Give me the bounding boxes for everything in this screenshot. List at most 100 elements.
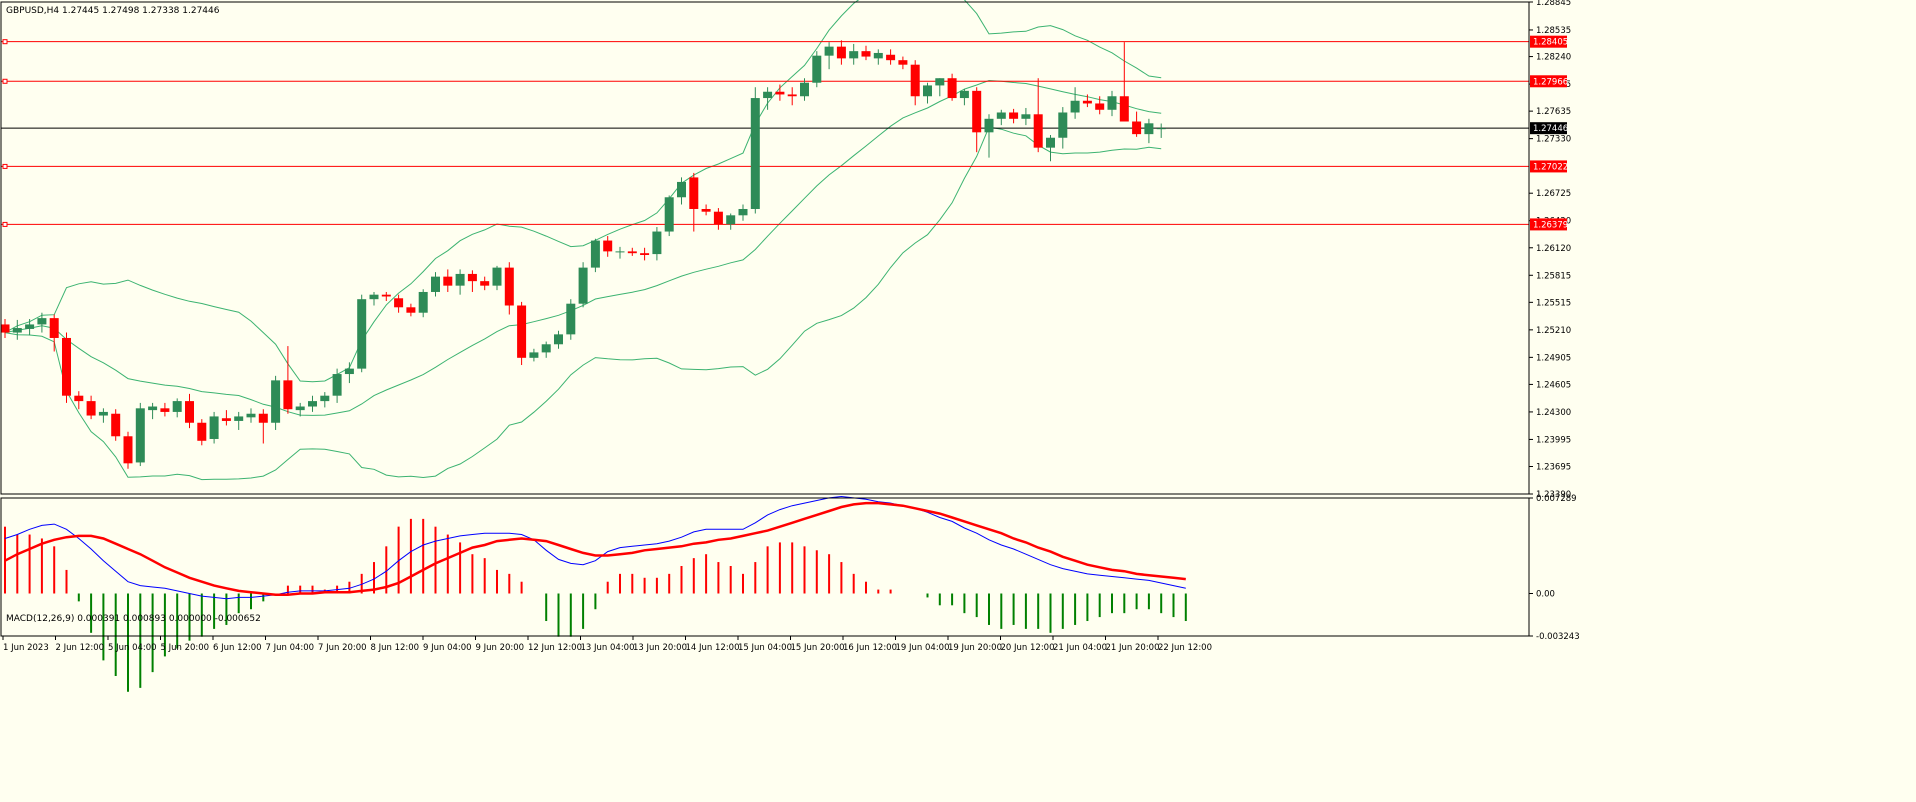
level-price-tag [1530,218,1567,231]
candle-body [98,411,108,416]
candle-body [271,380,281,423]
x-tick-label: 21 Jun 04:00 [1053,643,1107,653]
x-tick-label: 13 Jun 20:00 [633,643,687,653]
x-tick-label: 5 Jun 04:00 [108,643,157,653]
candle-body [1082,100,1092,104]
candle-body [369,294,379,300]
candle-body [406,307,416,313]
candle-body [332,374,342,396]
x-tick-label: 19 Jun 20:00 [948,643,1002,653]
level-handle[interactable] [2,221,8,227]
y-tick-label: 1.25515 [1536,298,1571,308]
candle-body [62,337,71,396]
candle-body [209,416,219,439]
candle-body [295,406,305,411]
x-tick-label: 6 Jun 12:00 [213,643,262,653]
y-tick-label: 1.23390 [1536,490,1571,500]
level-handle[interactable] [2,78,8,84]
candle-body [529,352,539,358]
candle-body [1009,112,1019,119]
y-tick-label: 1.27635 [1536,107,1571,117]
level-handle[interactable] [2,39,8,45]
candle-body [627,251,637,254]
candle-body [467,273,477,282]
candle-body [1070,100,1080,113]
axes: 1.288451.285351.282401.279351.276351.273… [0,0,1580,653]
x-tick-label: 7 Jun 20:00 [318,643,367,653]
candle-body [836,46,846,59]
candle-body [1144,123,1154,135]
candle-body [812,55,822,83]
candle-body [148,406,158,411]
level-price-tag [1530,75,1567,88]
x-tick-label: 1 Jun 2023 [3,643,49,653]
level-price-tag [1530,35,1567,48]
candle-body [1132,121,1142,135]
y-tick-label: 1.28845 [1536,0,1571,8]
candle-body [12,328,22,333]
level-price-label: 1.27022 [1533,162,1568,172]
x-tick-label: 9 Jun 04:00 [423,643,472,653]
candle-body [431,276,440,292]
macd-line [4,495,1186,600]
candle-body [923,85,932,97]
current-price-label: 1.27446 [1533,124,1568,134]
y-tick-label: 1.26725 [1536,189,1571,199]
candle-body [0,324,10,333]
level-handle[interactable] [2,163,8,169]
x-tick-label: 2 Jun 12:00 [56,643,105,653]
bb-lower-band [4,126,1162,481]
candle-body [689,177,699,209]
candle-body [234,416,244,421]
candle-body [86,401,96,416]
macd-y-tick-label: 0.00 [1536,590,1555,600]
x-tick-label: 5 Jun 20:00 [161,643,210,653]
candle-body [480,281,490,286]
candle-body [824,46,834,56]
candle-body [443,276,453,286]
bb-upper-band [4,0,1162,383]
candle-body [984,118,994,133]
x-tick-label: 20 Jun 12:00 [1001,643,1055,653]
candle-body [578,267,588,304]
candle-body [1033,114,1043,148]
macd-y-tick-label: 0.007289 [1536,494,1577,504]
candle-body [25,324,35,329]
candle-body [554,334,563,345]
y-tick-label: 1.28535 [1536,26,1571,36]
macd-y-tick-label: -0.003243 [1536,632,1580,642]
x-tick-label: 9 Jun 20:00 [476,643,525,653]
candle-body [517,305,527,358]
candle-body [996,112,1006,119]
candle-body [492,267,502,286]
candle-body [381,294,391,297]
y-tick-label: 1.25815 [1536,271,1571,281]
main-price-pane [0,0,1529,481]
x-tick-label: 7 Jun 04:00 [266,643,315,653]
candle-body [726,215,736,225]
candle-body [677,181,686,198]
x-tick-label: 16 Jun 12:00 [843,643,897,653]
candle-body [910,64,920,97]
candle-body [1119,96,1129,122]
macd-title: MACD(12,26,9) 0.000391 0.000893 0.000000… [6,614,261,624]
candle-body [541,344,551,353]
x-tick-label: 12 Jun 12:00 [528,643,582,653]
macd-plot-frame [0,497,1530,637]
x-tick-label: 15 Jun 20:00 [791,643,845,653]
y-tick-label: 1.23695 [1536,462,1571,472]
level-price-label: 1.26379 [1533,220,1568,230]
x-tick-label: 15 Jun 04:00 [738,643,792,653]
candle-body [418,291,428,313]
candle-body [750,98,760,209]
candle-body [898,60,908,65]
candle-body [504,267,514,306]
y-tick-label: 1.24905 [1536,353,1571,363]
candle-body [738,208,748,216]
y-tick-label: 1.28240 [1536,53,1571,63]
candle-body [640,253,650,255]
y-tick-label: 1.24300 [1536,408,1571,418]
candle-body [787,94,797,97]
